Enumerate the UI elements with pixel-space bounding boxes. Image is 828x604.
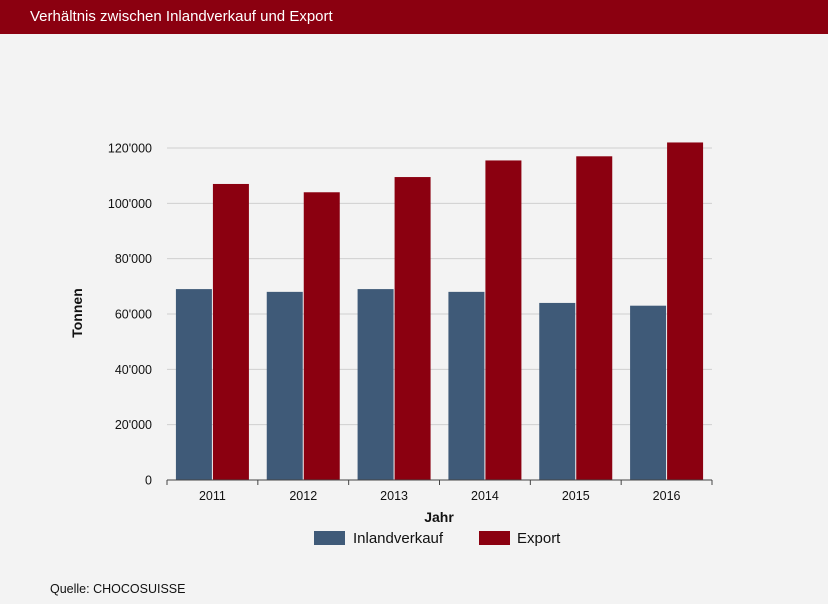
- x-axis-label: Jahr: [424, 509, 454, 525]
- y-tick-label: 80'000: [115, 252, 152, 266]
- page-title: Verhältnis zwischen Inlandverkauf und Ex…: [30, 8, 333, 25]
- y-axis-ticks: 0 20'000 40'000 60'000 80'000 100'000 120'000: [108, 142, 152, 488]
- bar-export-2016: [667, 142, 704, 480]
- x-tick-label: 2014: [471, 489, 499, 503]
- bar-inlandverkauf-2011: [175, 289, 212, 480]
- bar-inlandverkauf-2016: [630, 305, 667, 480]
- chart-title-bar: Verhältnis zwischen Inlandverkauf und Ex…: [0, 0, 828, 34]
- y-axis-label: Tonnen: [69, 288, 85, 338]
- x-tick-label: 2011: [199, 489, 226, 503]
- x-tick-label: 2015: [562, 489, 590, 503]
- bar-inlandverkauf-2013: [357, 289, 394, 480]
- x-tick-label: 2013: [380, 489, 408, 503]
- legend-label-export: Export: [517, 530, 561, 547]
- source-note: Quelle: CHOCOSUISSE: [50, 582, 186, 596]
- x-tick-label: 2016: [653, 489, 681, 503]
- bar-export-2013: [394, 177, 431, 481]
- x-tick-label: 2012: [289, 489, 317, 503]
- bar-export-2015: [576, 156, 613, 481]
- bar-export-2014: [485, 160, 522, 480]
- bar-chart: 020'00040'00060'00080'000100'000120'000 …: [69, 142, 713, 547]
- y-tick-label: 120'000: [108, 142, 152, 156]
- y-tick-label: 40'000: [115, 363, 152, 377]
- bar-inlandverkauf-2015: [539, 302, 576, 480]
- y-tick-label: 60'000: [115, 308, 152, 322]
- x-axis-ticks: 2011 2012 2013 2014 2015 2016: [166, 480, 713, 503]
- legend-swatch-export: [479, 531, 510, 545]
- legend-label-inlandverkauf: Inlandverkauf: [353, 530, 444, 547]
- bar-export-2012: [303, 192, 340, 480]
- bar-inlandverkauf-2012: [266, 291, 303, 480]
- bar-export-2011: [212, 183, 249, 480]
- gridlines: [167, 147, 712, 426]
- y-tick-label: 100'000: [108, 197, 152, 211]
- y-tick-label: 20'000: [115, 418, 152, 432]
- y-tick-label: 0: [145, 474, 152, 488]
- legend-swatch-inlandverkauf: [314, 531, 345, 545]
- bar-inlandverkauf-2014: [448, 291, 485, 480]
- bars: [175, 142, 704, 481]
- legend: Inlandverkauf Export: [314, 530, 561, 547]
